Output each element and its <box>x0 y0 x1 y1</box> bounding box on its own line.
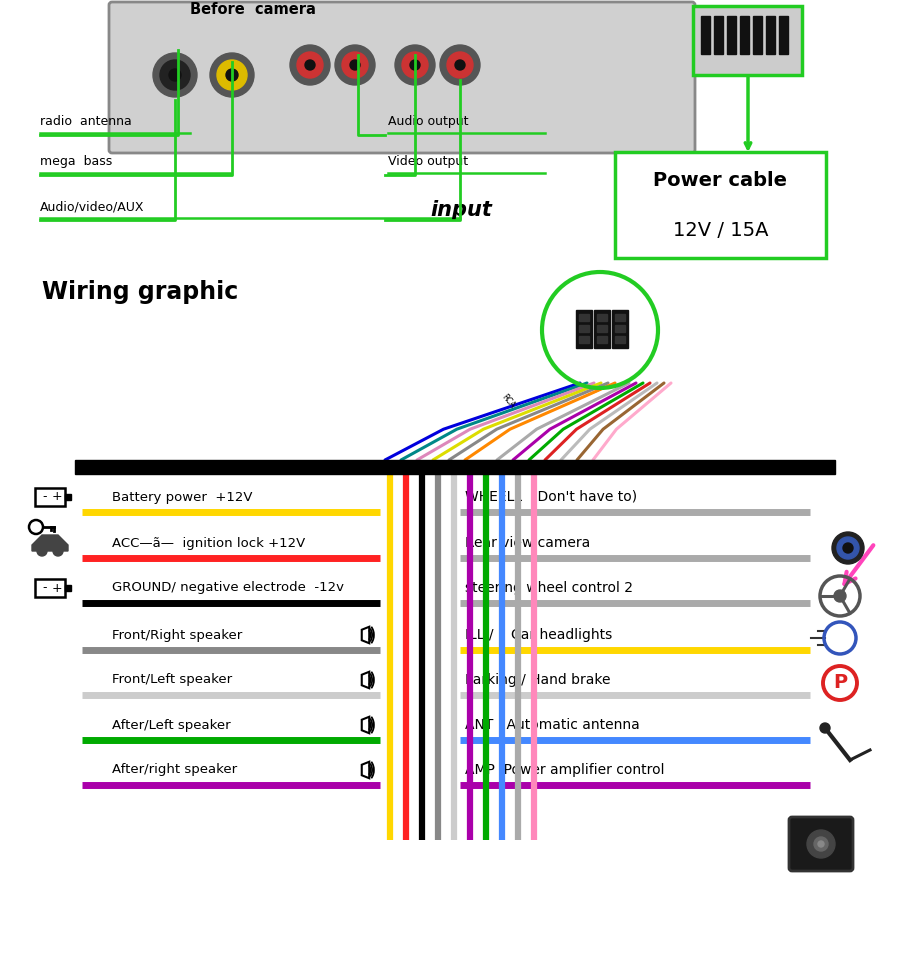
Circle shape <box>210 53 254 97</box>
Text: Audio output: Audio output <box>387 115 468 128</box>
Text: Parking / Hand brake: Parking / Hand brake <box>465 673 609 687</box>
Circle shape <box>169 69 180 81</box>
Bar <box>578 314 589 321</box>
Circle shape <box>350 60 360 70</box>
Circle shape <box>446 52 473 78</box>
Bar <box>611 310 628 348</box>
Bar <box>578 336 589 343</box>
Text: ACC—ã—  ignition lock +12V: ACC—ã— ignition lock +12V <box>112 536 305 550</box>
Bar <box>593 310 609 348</box>
Bar <box>35 579 65 597</box>
Circle shape <box>455 60 465 70</box>
Text: Before  camera: Before camera <box>189 2 315 17</box>
Bar <box>713 16 722 54</box>
Text: AMP  Power amplifier control: AMP Power amplifier control <box>465 763 664 777</box>
FancyBboxPatch shape <box>109 2 694 153</box>
Bar <box>739 16 748 54</box>
Text: WHEEL1  (Don't have to): WHEEL1 (Don't have to) <box>465 490 637 504</box>
Text: 12V / 15A: 12V / 15A <box>672 221 767 240</box>
Circle shape <box>53 546 63 556</box>
Circle shape <box>153 53 197 97</box>
Circle shape <box>814 837 827 851</box>
Text: Front/Left speaker: Front/Left speaker <box>112 673 232 687</box>
Text: After/Left speaker: After/Left speaker <box>112 718 230 732</box>
Circle shape <box>842 543 852 553</box>
Bar <box>778 16 787 54</box>
Bar <box>726 16 735 54</box>
Bar <box>35 488 65 506</box>
Bar <box>578 325 589 332</box>
Circle shape <box>334 45 374 85</box>
Circle shape <box>819 723 829 733</box>
Text: Power cable: Power cable <box>653 171 786 190</box>
Text: radio  antenna: radio antenna <box>40 115 131 128</box>
FancyBboxPatch shape <box>692 6 801 75</box>
Text: Front/Right speaker: Front/Right speaker <box>112 628 242 642</box>
Circle shape <box>217 60 247 90</box>
Circle shape <box>290 45 330 85</box>
Text: +: + <box>52 490 62 503</box>
Text: steering wheel control 2: steering wheel control 2 <box>465 581 632 595</box>
Bar <box>614 325 624 332</box>
Text: -: - <box>43 581 47 595</box>
Bar <box>576 310 591 348</box>
Bar <box>597 336 607 343</box>
Bar <box>765 16 774 54</box>
Bar <box>65 585 71 592</box>
Text: Battery power  +12V: Battery power +12V <box>112 490 252 503</box>
Text: ANT   Automatic antenna: ANT Automatic antenna <box>465 718 639 732</box>
Circle shape <box>226 69 238 81</box>
Circle shape <box>159 60 189 90</box>
Circle shape <box>394 45 435 85</box>
Circle shape <box>836 537 858 559</box>
Circle shape <box>817 841 824 847</box>
Text: -: - <box>43 490 47 503</box>
Text: Rear view camera: Rear view camera <box>465 536 589 550</box>
Text: GROUND/ negative electrode  -12v: GROUND/ negative electrode -12v <box>112 581 343 595</box>
Circle shape <box>439 45 479 85</box>
Bar <box>614 314 624 321</box>
Bar <box>597 314 607 321</box>
Bar <box>614 336 624 343</box>
Text: P: P <box>832 673 846 692</box>
Text: +: + <box>52 581 62 595</box>
Bar <box>752 16 762 54</box>
Text: RCA: RCA <box>499 392 517 410</box>
Text: Audio/video/AUX: Audio/video/AUX <box>40 200 144 213</box>
Circle shape <box>806 830 834 858</box>
Bar <box>75 460 834 474</box>
Text: ILL /    Car headlights: ILL / Car headlights <box>465 628 611 642</box>
Bar <box>701 16 710 54</box>
Circle shape <box>833 590 845 602</box>
FancyBboxPatch shape <box>788 817 852 871</box>
Bar <box>65 494 71 501</box>
Circle shape <box>831 532 863 564</box>
FancyBboxPatch shape <box>614 152 825 258</box>
Circle shape <box>402 52 427 78</box>
Circle shape <box>304 60 314 70</box>
Circle shape <box>342 52 368 78</box>
Text: After/right speaker: After/right speaker <box>112 763 237 777</box>
Text: input: input <box>429 200 491 220</box>
Text: Wiring graphic: Wiring graphic <box>42 280 238 304</box>
Polygon shape <box>32 535 68 551</box>
Circle shape <box>410 60 420 70</box>
Text: mega  bass: mega bass <box>40 155 112 168</box>
Circle shape <box>37 546 47 556</box>
Circle shape <box>297 52 322 78</box>
Bar <box>597 325 607 332</box>
Text: Video output: Video output <box>387 155 467 168</box>
